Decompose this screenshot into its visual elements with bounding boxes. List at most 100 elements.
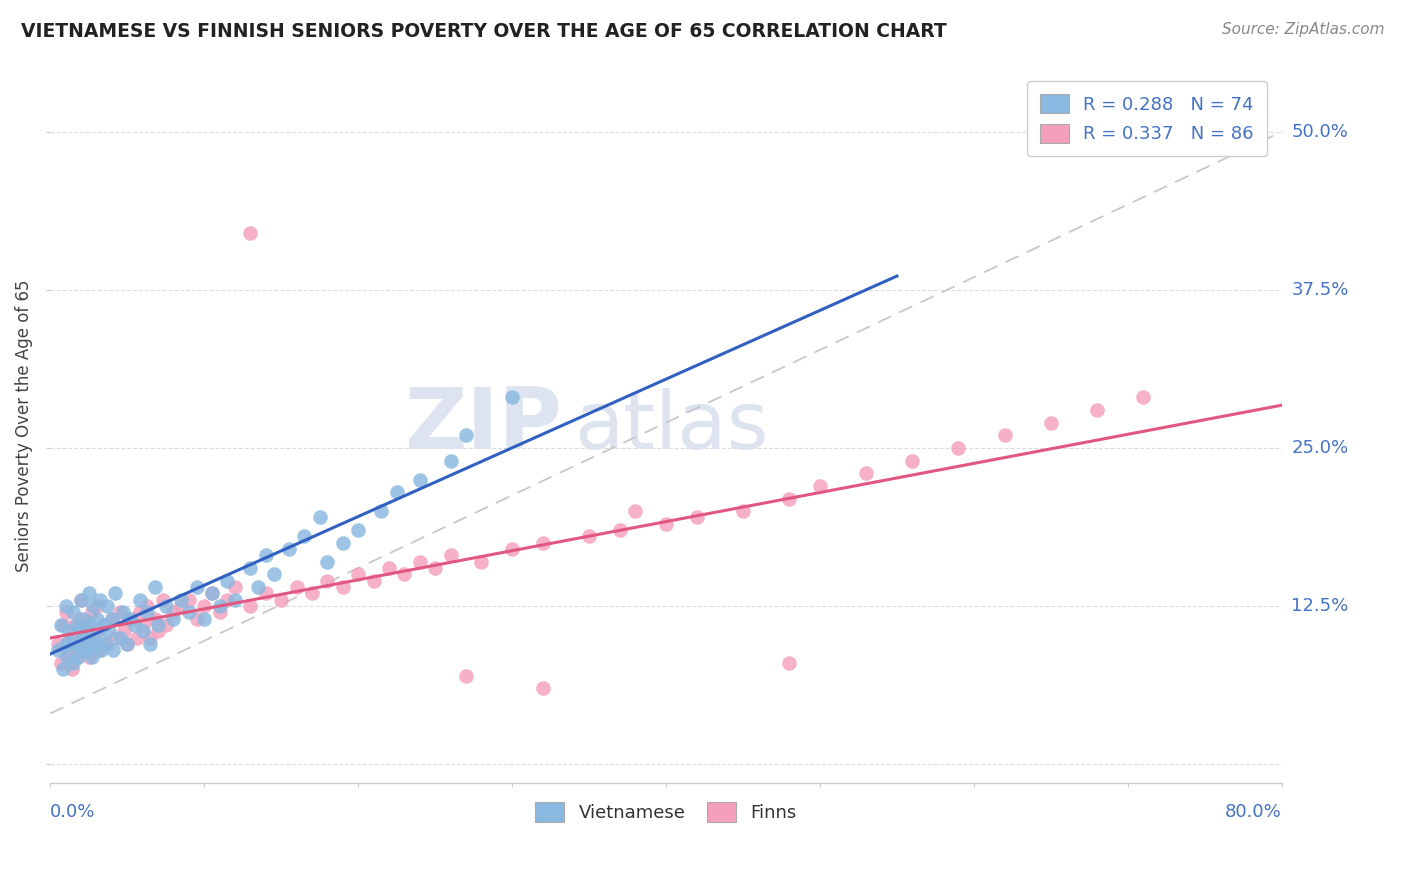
- Point: [170, 599, 193, 613]
- Point: [58, 649, 80, 664]
- Text: atlas: atlas: [574, 388, 768, 467]
- Point: [155, 599, 177, 613]
- Point: [1085, 403, 1108, 417]
- Point: [108, 605, 131, 619]
- Point: [531, 681, 554, 696]
- Point: [89, 592, 111, 607]
- Point: [201, 586, 224, 600]
- Point: [63, 637, 86, 651]
- Point: [69, 624, 91, 639]
- Point: [609, 523, 631, 537]
- Point: [501, 390, 523, 404]
- Point: [62, 637, 84, 651]
- Point: [385, 485, 408, 500]
- Point: [454, 428, 477, 442]
- Point: [90, 643, 112, 657]
- Point: [247, 580, 270, 594]
- Point: [65, 649, 87, 664]
- Point: [454, 668, 477, 682]
- Point: [285, 580, 308, 594]
- Point: [101, 612, 124, 626]
- Point: [128, 605, 150, 619]
- Point: [308, 510, 330, 524]
- Point: [128, 592, 150, 607]
- Point: [224, 592, 246, 607]
- Point: [139, 631, 162, 645]
- Point: [86, 599, 108, 613]
- Text: 37.5%: 37.5%: [1292, 281, 1348, 299]
- Point: [193, 612, 215, 626]
- Point: [67, 649, 90, 664]
- Point: [439, 453, 461, 467]
- Point: [193, 599, 215, 613]
- Point: [104, 586, 127, 600]
- Point: [146, 618, 169, 632]
- Point: [394, 567, 416, 582]
- Point: [101, 612, 124, 626]
- Point: [87, 631, 110, 645]
- Legend: Vietnamese, Finns: Vietnamese, Finns: [523, 789, 810, 835]
- Point: [79, 618, 101, 632]
- Point: [56, 649, 79, 664]
- Point: [347, 567, 370, 582]
- Point: [155, 618, 177, 632]
- Point: [124, 618, 146, 632]
- Point: [208, 605, 231, 619]
- Point: [59, 631, 82, 645]
- Point: [132, 624, 155, 639]
- Point: [103, 643, 125, 657]
- Point: [93, 618, 115, 632]
- Point: [363, 574, 385, 588]
- Text: 25.0%: 25.0%: [1292, 439, 1348, 457]
- Point: [76, 624, 98, 639]
- Point: [531, 535, 554, 549]
- Point: [378, 561, 401, 575]
- Point: [86, 637, 108, 651]
- Point: [67, 631, 90, 645]
- Point: [239, 561, 262, 575]
- Point: [46, 637, 69, 651]
- Point: [409, 555, 432, 569]
- Point: [86, 612, 108, 626]
- Point: [77, 637, 100, 651]
- Point: [409, 473, 432, 487]
- Point: [186, 612, 208, 626]
- Point: [108, 631, 131, 645]
- Point: [62, 605, 84, 619]
- Point: [217, 592, 239, 607]
- Point: [97, 624, 120, 639]
- Point: [224, 580, 246, 594]
- Point: [201, 586, 224, 600]
- Point: [125, 631, 148, 645]
- Point: [77, 586, 100, 600]
- Point: [177, 605, 200, 619]
- Point: [254, 586, 277, 600]
- Text: 50.0%: 50.0%: [1292, 123, 1348, 141]
- Point: [70, 643, 93, 657]
- Text: 80.0%: 80.0%: [1225, 803, 1282, 821]
- Point: [70, 592, 93, 607]
- Point: [501, 542, 523, 557]
- Point: [901, 453, 924, 467]
- Point: [75, 643, 97, 657]
- Point: [1132, 390, 1154, 404]
- Point: [332, 535, 354, 549]
- Point: [731, 504, 754, 518]
- Point: [111, 605, 134, 619]
- Point: [89, 643, 111, 657]
- Point: [65, 618, 87, 632]
- Text: VIETNAMESE VS FINNISH SENIORS POVERTY OVER THE AGE OF 65 CORRELATION CHART: VIETNAMESE VS FINNISH SENIORS POVERTY OV…: [21, 22, 946, 41]
- Point: [994, 428, 1017, 442]
- Point: [117, 637, 139, 651]
- Point: [254, 549, 277, 563]
- Point: [73, 637, 96, 651]
- Point: [52, 662, 75, 676]
- Point: [121, 612, 143, 626]
- Point: [75, 618, 97, 632]
- Point: [55, 605, 77, 619]
- Point: [263, 567, 285, 582]
- Point: [239, 226, 262, 240]
- Point: [143, 612, 166, 626]
- Point: [170, 592, 193, 607]
- Text: 0.0%: 0.0%: [51, 803, 96, 821]
